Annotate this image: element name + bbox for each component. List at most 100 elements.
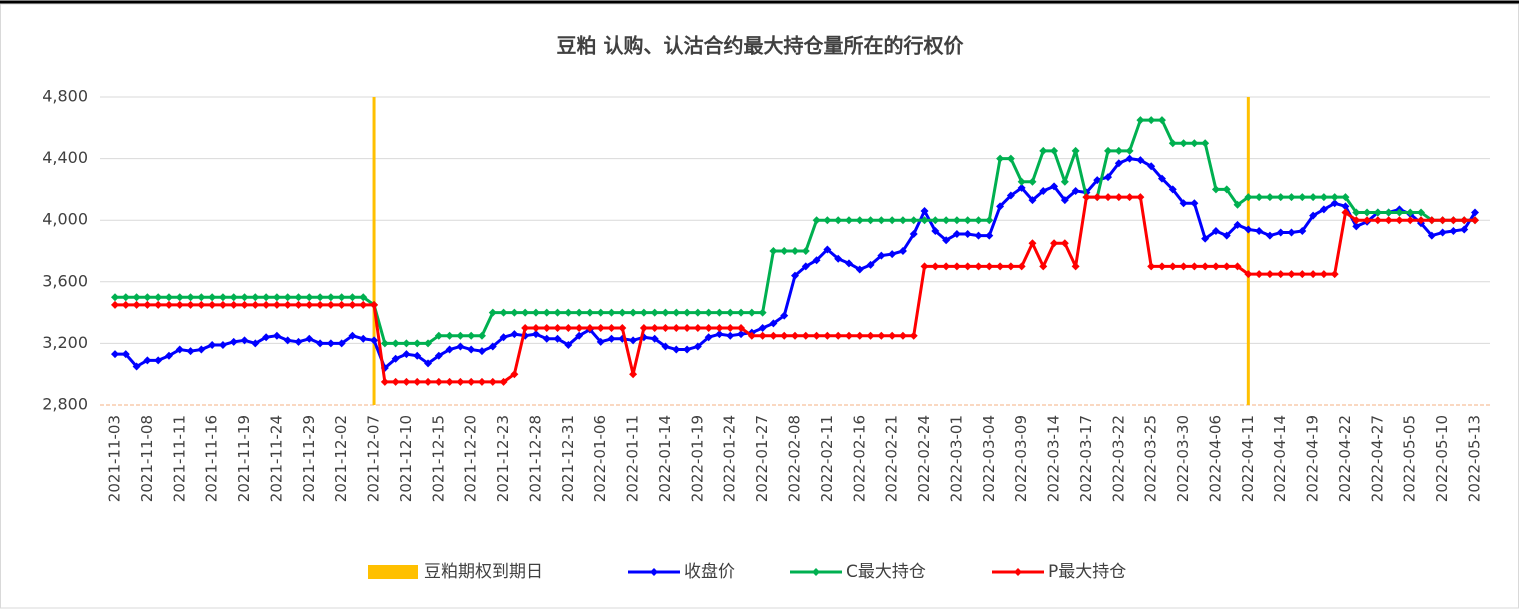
point-marker: [607, 308, 616, 317]
point-marker: [553, 324, 562, 332]
x-tick-label: 2022-04-19: [1304, 415, 1322, 502]
x-tick-label: 2022-03-22: [1109, 415, 1127, 502]
x-tick-label: 2022-04-06: [1206, 415, 1224, 502]
point-marker: [1330, 199, 1339, 208]
point-marker: [531, 330, 540, 339]
point-marker: [834, 254, 843, 263]
point-marker: [154, 300, 163, 309]
point-marker: [585, 308, 594, 317]
x-tick-label: 2021-11-03: [106, 415, 124, 502]
point-marker: [942, 216, 951, 225]
point-marker: [639, 308, 648, 317]
point-marker: [175, 293, 184, 302]
point-marker: [877, 216, 886, 225]
point-marker: [477, 377, 486, 386]
point-marker: [391, 354, 400, 363]
point-marker: [294, 337, 303, 346]
point-marker: [575, 308, 584, 317]
x-tick-label: 2022-01-27: [753, 415, 771, 502]
point-marker: [866, 260, 875, 269]
x-tick-label: 2022-04-27: [1368, 415, 1386, 502]
point-marker: [380, 339, 389, 348]
point-marker: [769, 247, 778, 255]
point-marker: [564, 308, 573, 317]
point-marker: [154, 293, 163, 302]
point-marker: [348, 293, 357, 302]
point-marker: [844, 259, 853, 268]
point-marker: [963, 216, 972, 225]
point-marker: [855, 331, 864, 340]
point-marker: [434, 331, 443, 340]
point-marker: [1298, 193, 1307, 202]
chart-title: 豆粕 认购、认沽合约最大持仓量所在的行权价: [557, 34, 965, 58]
point-marker: [942, 236, 951, 245]
point-marker: [1438, 216, 1447, 225]
point-marker: [672, 345, 681, 354]
point-marker: [758, 308, 767, 317]
point-marker: [1114, 146, 1123, 155]
point-marker: [1427, 216, 1436, 225]
point-marker: [424, 377, 433, 386]
point-marker: [780, 247, 789, 255]
point-marker: [1395, 216, 1404, 225]
point-marker: [672, 324, 681, 332]
point-marker: [283, 293, 292, 302]
point-marker: [499, 333, 508, 342]
point-marker: [726, 324, 735, 332]
point-marker: [1050, 146, 1059, 155]
x-tick-label: 2022-02-24: [915, 415, 933, 502]
point-marker: [931, 216, 940, 225]
point-marker: [1352, 208, 1361, 217]
point-marker: [229, 293, 238, 302]
point-marker: [1319, 193, 1328, 202]
point-marker: [391, 339, 400, 348]
x-tick-label: 2021-12-02: [332, 415, 350, 502]
point-marker: [164, 293, 173, 302]
x-tick-label: 2022-01-14: [656, 415, 674, 502]
point-marker: [1222, 185, 1231, 194]
point-marker: [1233, 220, 1242, 229]
point-marker: [877, 251, 886, 260]
point-marker: [1460, 216, 1469, 225]
point-marker: [1136, 193, 1145, 202]
point-marker: [920, 262, 929, 271]
point-marker: [898, 331, 907, 340]
point-marker: [1028, 196, 1037, 205]
point-marker: [629, 336, 638, 345]
point-marker: [1157, 116, 1166, 125]
point-marker: [531, 308, 540, 317]
point-marker: [1298, 270, 1307, 279]
point-marker: [1255, 193, 1264, 202]
point-marker: [1265, 231, 1274, 240]
point-marker: [186, 300, 195, 309]
point-marker: [1147, 262, 1156, 271]
point-marker: [801, 247, 810, 255]
point-marker: [1028, 239, 1037, 248]
x-tick-label: 2022-01-24: [721, 415, 739, 502]
point-marker: [272, 331, 281, 340]
point-marker: [477, 347, 486, 356]
point-marker: [661, 324, 670, 332]
x-tick-label: 2022-03-30: [1174, 415, 1192, 502]
point-marker: [262, 293, 271, 302]
point-marker: [240, 300, 249, 309]
point-marker: [629, 308, 638, 317]
point-marker: [1438, 228, 1447, 237]
point-marker: [121, 300, 130, 309]
point-marker: [952, 216, 961, 225]
point-marker: [326, 293, 335, 302]
point-marker: [111, 350, 119, 359]
point-marker: [1201, 234, 1210, 243]
point-marker: [1168, 139, 1177, 148]
point-marker: [1363, 208, 1372, 217]
point-marker: [305, 300, 314, 309]
point-marker: [467, 377, 476, 386]
point-marker: [316, 293, 325, 302]
point-marker: [1060, 177, 1069, 186]
point-marker: [974, 231, 983, 240]
point-marker: [294, 300, 303, 309]
point-marker: [445, 377, 454, 386]
point-marker: [132, 293, 141, 302]
x-tick-label: 2021-12-23: [494, 415, 512, 502]
